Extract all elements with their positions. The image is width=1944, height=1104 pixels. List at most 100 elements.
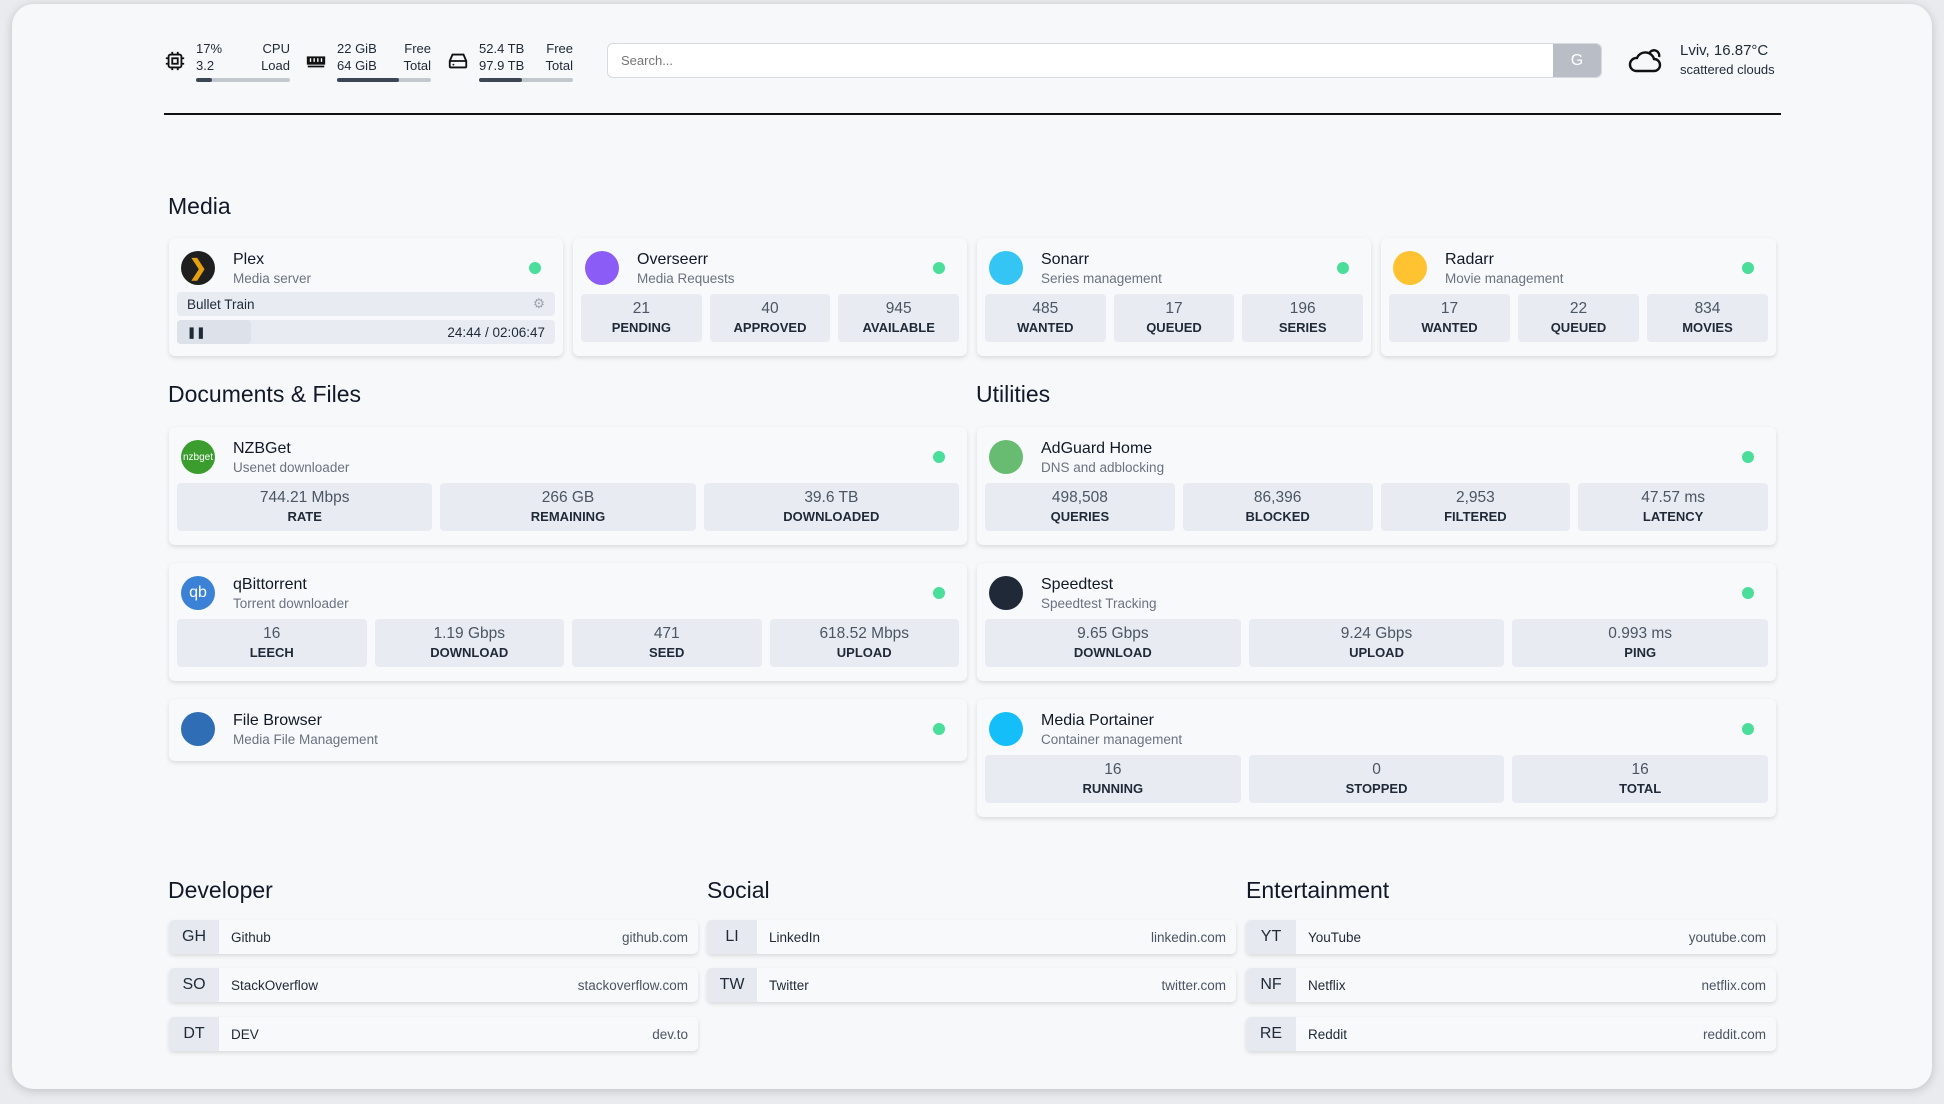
service-name: Media Portainer bbox=[1041, 711, 1154, 729]
bookmark-github[interactable]: GH Github github.com bbox=[169, 920, 698, 954]
stat-latency: 47.57 ms LATENCY bbox=[1578, 483, 1768, 531]
bookmark-name: StackOverflow bbox=[231, 977, 319, 993]
memory-icon bbox=[306, 56, 326, 68]
playback-time: 24:44 / 02:06:47 bbox=[447, 324, 545, 340]
bookmark-abbr: GH bbox=[169, 920, 219, 954]
bookmark-abbr: LI bbox=[707, 920, 757, 954]
qbittorrent-icon: qb bbox=[181, 576, 215, 610]
cpu-label: CPU bbox=[262, 41, 290, 56]
status-dot bbox=[1742, 587, 1754, 599]
bookmark-stackoverflow[interactable]: SO StackOverflow stackoverflow.com bbox=[169, 968, 698, 1002]
service-subtitle: Media server bbox=[233, 270, 312, 286]
status-dot bbox=[933, 262, 945, 274]
search-engine-button[interactable]: G bbox=[1553, 44, 1601, 77]
bookmark-reddit[interactable]: RE Reddit reddit.com bbox=[1246, 1017, 1776, 1051]
bookmark-abbr: NF bbox=[1246, 968, 1296, 1002]
section-title-documents: Documents & Files bbox=[168, 381, 362, 407]
stat-ping: 0.993 ms PING bbox=[1512, 619, 1769, 667]
service-name: Radarr bbox=[1445, 250, 1494, 268]
settings-icon[interactable]: ⚙ bbox=[532, 296, 545, 311]
service-name: NZBGet bbox=[233, 439, 291, 457]
service-name: Overseerr bbox=[637, 250, 709, 268]
section-title-utilities: Utilities bbox=[976, 381, 1051, 407]
stat-label: SERIES bbox=[1278, 320, 1327, 335]
service-card-overseerr[interactable]: Overseerr Media Requests 21 PENDING 40 APPROV… bbox=[573, 238, 967, 356]
stat-label: WANTED bbox=[1017, 320, 1074, 335]
stat-value: 16 bbox=[1631, 761, 1649, 778]
search-box: G bbox=[607, 43, 1602, 78]
bookmark-url: netflix.com bbox=[1701, 977, 1766, 993]
stat-value: 744.21 Mbps bbox=[259, 489, 350, 506]
stat-value: 9.65 Gbps bbox=[1077, 625, 1149, 642]
bookmark-name: Netflix bbox=[1308, 977, 1346, 993]
stat-value: 498,508 bbox=[1051, 489, 1108, 506]
stat-label: PING bbox=[1624, 645, 1657, 660]
stat-upload: 618.52 Mbps UPLOAD bbox=[769, 619, 959, 667]
bookmark-url: reddit.com bbox=[1702, 1026, 1766, 1042]
service-subtitle: Media File Management bbox=[233, 731, 378, 747]
bookmark-url: twitter.com bbox=[1161, 977, 1226, 993]
memory-free-value: 22 GiB bbox=[337, 41, 377, 56]
stat-value: 39.6 TB bbox=[804, 489, 859, 506]
stat-value: 17 bbox=[1440, 300, 1459, 317]
stat-value: 16 bbox=[1104, 761, 1122, 778]
service-name: File Browser bbox=[233, 711, 322, 729]
bookmark-twitter[interactable]: TW Twitter twitter.com bbox=[707, 968, 1236, 1002]
bookmark-abbr: DT bbox=[169, 1017, 219, 1051]
service-subtitle: Container management bbox=[1041, 731, 1183, 747]
service-subtitle: Usenet downloader bbox=[233, 459, 350, 475]
stat-available: 945 AVAILABLE bbox=[838, 294, 960, 342]
disk-free-label: Free bbox=[546, 41, 573, 56]
service-card-plex[interactable]: ❯ Plex Media server Bullet Train ⚙ ❚❚ 24:4… bbox=[169, 238, 563, 356]
stat-label: UPLOAD bbox=[836, 645, 892, 660]
memory-total-value: 64 GiB bbox=[337, 58, 377, 73]
stat-leech: 16 LEECH bbox=[177, 619, 367, 667]
stat-blocked: 86,396 BLOCKED bbox=[1182, 483, 1373, 531]
service-card-speedtest[interactable]: Speedtest Speedtest Tracking 9.65 Gbps DOWN… bbox=[977, 563, 1776, 681]
bookmark-dev[interactable]: DT DEV dev.to bbox=[169, 1017, 698, 1051]
stat-queued: 22 QUEUED bbox=[1518, 294, 1639, 342]
playback-progress[interactable]: ❚❚ 24:44 / 02:06:47 bbox=[177, 320, 555, 344]
disk-widget: 52.4 TB Free 97.9 TB Total bbox=[447, 40, 573, 82]
bookmark-netflix[interactable]: NF Netflix netflix.com bbox=[1246, 968, 1776, 1002]
disk-icon bbox=[448, 53, 468, 69]
service-name: qBittorrent bbox=[233, 575, 307, 593]
service-card-adguard[interactable]: AdGuard Home DNS and adblocking 498,508 QUE… bbox=[977, 427, 1776, 545]
service-card-filebrowser[interactable]: File Browser Media File Management bbox=[169, 699, 967, 761]
stat-label: LEECH bbox=[249, 645, 294, 660]
stat-value: 21 bbox=[632, 300, 650, 317]
stat-stopped: 0 STOPPED bbox=[1248, 755, 1505, 803]
service-card-sonarr[interactable]: Sonarr Series management 485 WANTED 17 QUEUED… bbox=[977, 238, 1371, 356]
stat-value: 618.52 Mbps bbox=[819, 625, 910, 642]
service-subtitle: DNS and adblocking bbox=[1041, 459, 1165, 475]
service-subtitle: Movie management bbox=[1445, 270, 1564, 286]
header-divider bbox=[164, 113, 1781, 115]
bookmark-name: DEV bbox=[231, 1026, 259, 1042]
bookmark-name: Github bbox=[231, 929, 271, 945]
memory-widget: 22 GiB Free 64 GiB Total bbox=[305, 40, 431, 82]
stat-value: 2,953 bbox=[1455, 489, 1495, 506]
stat-label: LATENCY bbox=[1642, 509, 1704, 524]
stat-movies: 834 MOVIES bbox=[1647, 294, 1768, 342]
bookmark-name: Twitter bbox=[769, 977, 809, 993]
service-name: Speedtest bbox=[1041, 575, 1114, 593]
stat-value: 834 bbox=[1694, 300, 1721, 317]
stat-value: 22 bbox=[1569, 300, 1588, 317]
stat-rate: 744.21 Mbps RATE bbox=[177, 483, 433, 531]
service-card-portainer[interactable]: Media Portainer Container management 16 RUN… bbox=[977, 699, 1776, 817]
pause-icon[interactable]: ❚❚ bbox=[187, 326, 206, 339]
weather-location-temp: Lviv, 16.87°C bbox=[1680, 42, 1769, 59]
stat-label: TOTAL bbox=[1619, 781, 1662, 796]
stat-remaining: 266 GB REMAINING bbox=[440, 483, 696, 531]
disk-total-value: 97.9 TB bbox=[479, 58, 525, 73]
search-input[interactable] bbox=[608, 44, 1553, 77]
sonarr-icon bbox=[989, 251, 1023, 285]
bookmark-abbr: RE bbox=[1246, 1017, 1296, 1051]
bookmark-youtube[interactable]: YT YouTube youtube.com bbox=[1246, 920, 1776, 954]
service-card-radarr[interactable]: Radarr Movie management 17 WANTED 22 QUEUED 83… bbox=[1381, 238, 1776, 356]
adguard-shield-icon bbox=[989, 440, 1023, 474]
bookmark-linkedin[interactable]: LI LinkedIn linkedin.com bbox=[707, 920, 1236, 954]
service-card-qbittorrent[interactable]: qb qBittorrent Torrent downloader 16 LEECH 1.… bbox=[169, 563, 967, 681]
service-card-nzbget[interactable]: nzbget NZBGet Usenet downloader 744.21 Mbps… bbox=[169, 427, 967, 545]
stat-running: 16 RUNNING bbox=[985, 755, 1241, 803]
